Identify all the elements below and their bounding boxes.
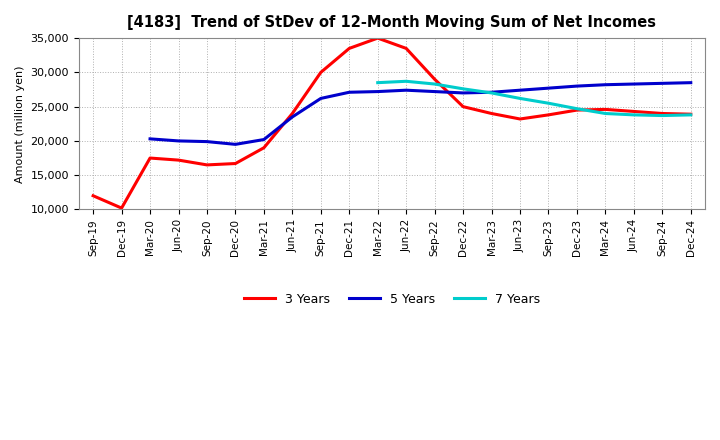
Y-axis label: Amount (million yen): Amount (million yen)	[15, 65, 25, 183]
3 Years	[345, 46, 354, 51]
5 Years	[629, 81, 638, 87]
3 Years	[89, 193, 97, 198]
3 Years	[431, 77, 439, 82]
5 Years	[686, 80, 695, 85]
3 Years	[374, 36, 382, 41]
7 Years	[686, 112, 695, 117]
7 Years	[487, 90, 496, 95]
7 Years	[431, 81, 439, 87]
5 Years	[374, 89, 382, 94]
7 Years	[374, 80, 382, 85]
3 Years	[202, 162, 211, 168]
Line: 5 Years: 5 Years	[150, 83, 690, 144]
5 Years	[288, 114, 297, 120]
5 Years	[516, 88, 524, 93]
3 Years	[516, 116, 524, 121]
3 Years	[231, 161, 240, 166]
7 Years	[516, 96, 524, 101]
3 Years	[487, 111, 496, 116]
5 Years	[402, 88, 410, 93]
3 Years	[686, 112, 695, 117]
3 Years	[317, 70, 325, 75]
7 Years	[459, 86, 467, 92]
7 Years	[601, 111, 610, 116]
5 Years	[260, 137, 269, 142]
5 Years	[231, 142, 240, 147]
3 Years	[572, 107, 581, 113]
7 Years	[629, 112, 638, 117]
3 Years	[288, 111, 297, 116]
3 Years	[658, 111, 667, 116]
3 Years	[402, 46, 410, 51]
7 Years	[658, 113, 667, 118]
3 Years	[601, 107, 610, 112]
5 Years	[459, 90, 467, 95]
5 Years	[572, 84, 581, 89]
Legend: 3 Years, 5 Years, 7 Years: 3 Years, 5 Years, 7 Years	[239, 288, 545, 311]
5 Years	[145, 136, 154, 142]
Title: [4183]  Trend of StDev of 12-Month Moving Sum of Net Incomes: [4183] Trend of StDev of 12-Month Moving…	[127, 15, 657, 30]
5 Years	[487, 90, 496, 95]
5 Years	[658, 81, 667, 86]
5 Years	[431, 89, 439, 94]
7 Years	[402, 79, 410, 84]
5 Years	[601, 82, 610, 88]
5 Years	[544, 85, 553, 91]
5 Years	[345, 90, 354, 95]
5 Years	[174, 138, 183, 143]
3 Years	[459, 104, 467, 109]
3 Years	[174, 158, 183, 163]
3 Years	[117, 205, 126, 211]
3 Years	[260, 145, 269, 150]
5 Years	[202, 139, 211, 144]
3 Years	[544, 112, 553, 117]
7 Years	[572, 106, 581, 111]
3 Years	[145, 155, 154, 161]
3 Years	[629, 109, 638, 114]
Line: 7 Years: 7 Years	[378, 81, 690, 116]
Line: 3 Years: 3 Years	[93, 38, 690, 208]
5 Years	[317, 96, 325, 101]
7 Years	[544, 101, 553, 106]
